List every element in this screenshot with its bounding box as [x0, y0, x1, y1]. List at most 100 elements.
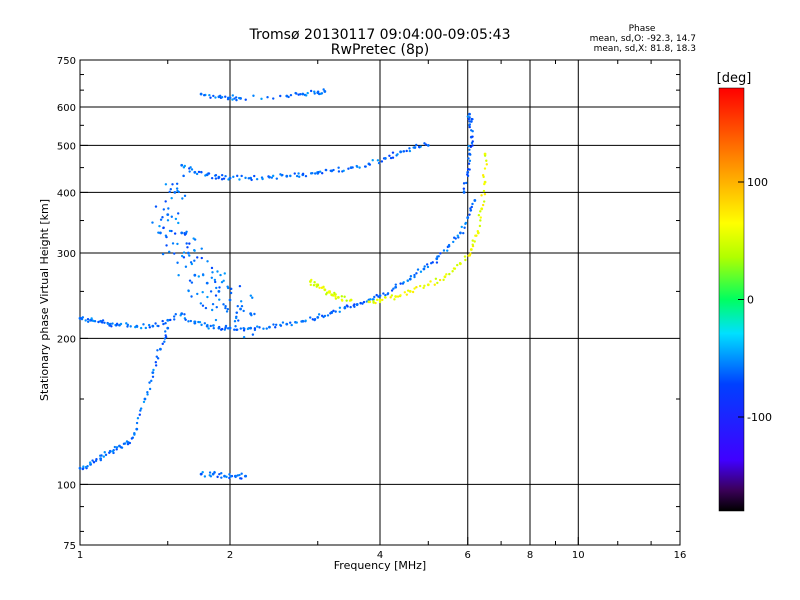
- data-point: [311, 318, 314, 321]
- data-point: [110, 325, 113, 328]
- data-point: [399, 150, 403, 154]
- data-point: [435, 261, 439, 264]
- data-point: [229, 475, 233, 478]
- data-point: [239, 97, 242, 100]
- data-point: [466, 167, 470, 171]
- data-point: [351, 166, 354, 169]
- data-point: [213, 471, 216, 474]
- data-point: [391, 156, 395, 159]
- data-point: [362, 300, 366, 304]
- data-point: [328, 291, 331, 294]
- data-point: [347, 167, 350, 170]
- data-point: [378, 298, 382, 302]
- data-point: [128, 441, 132, 445]
- data-point: [115, 322, 119, 326]
- trace: [199, 470, 248, 480]
- data-point: [310, 278, 313, 282]
- data-point: [142, 323, 145, 326]
- data-point: [210, 276, 214, 279]
- data-point: [208, 471, 212, 474]
- data-point: [469, 120, 473, 123]
- data-point: [322, 285, 325, 289]
- data-point: [436, 281, 439, 285]
- data-point: [148, 381, 151, 384]
- data-point: [182, 256, 186, 259]
- data-point: [353, 303, 356, 306]
- data-point: [139, 407, 143, 410]
- data-point: [80, 317, 84, 321]
- data-point: [201, 273, 205, 277]
- data-point: [260, 97, 263, 101]
- data-point: [334, 295, 337, 298]
- x-tick-label: 4: [377, 550, 383, 561]
- data-point: [413, 273, 416, 277]
- y-tick-label: 500: [57, 141, 76, 152]
- data-point: [251, 333, 255, 336]
- data-point: [378, 294, 382, 298]
- data-point: [164, 322, 167, 325]
- data-point: [474, 234, 477, 237]
- data-point: [177, 274, 180, 277]
- data-point: [279, 94, 282, 98]
- data-point: [394, 283, 398, 286]
- data-point: [159, 347, 162, 351]
- data-point: [88, 461, 92, 464]
- data-point: [143, 397, 147, 401]
- data-point: [422, 286, 425, 290]
- data-point: [146, 391, 149, 394]
- data-point: [301, 172, 305, 176]
- y-tick-label: 200: [57, 334, 76, 345]
- data-point: [174, 217, 178, 221]
- data-point: [466, 173, 469, 176]
- data-point: [156, 357, 160, 360]
- data-point: [159, 218, 163, 221]
- x-tick-label: 10: [572, 550, 585, 561]
- data-point: [338, 310, 341, 313]
- data-point: [231, 94, 234, 97]
- data-point: [220, 173, 224, 177]
- data-point: [214, 177, 218, 180]
- data-point: [184, 318, 187, 321]
- data-point: [93, 319, 97, 323]
- x-tick-label: 1: [77, 550, 83, 561]
- data-point: [413, 146, 417, 149]
- data-point: [200, 472, 203, 476]
- data-point: [240, 304, 244, 308]
- data-point: [195, 172, 199, 176]
- data-point: [468, 112, 471, 116]
- data-point: [374, 301, 377, 305]
- data-point: [297, 172, 300, 175]
- data-point: [122, 442, 126, 446]
- data-point: [162, 322, 165, 326]
- data-point: [386, 292, 390, 295]
- data-point: [209, 475, 213, 478]
- data-point: [249, 294, 253, 297]
- data-point: [469, 209, 472, 212]
- data-point: [401, 282, 405, 285]
- data-point: [479, 210, 482, 213]
- data-point: [154, 322, 157, 325]
- data-point: [411, 290, 415, 294]
- data-point: [468, 125, 471, 129]
- data-point: [415, 286, 418, 289]
- data-point: [213, 278, 217, 282]
- data-point: [253, 312, 256, 316]
- data-point: [220, 96, 224, 99]
- data-point: [220, 476, 223, 479]
- data-point: [242, 335, 246, 339]
- data-point: [233, 97, 236, 100]
- data-point: [216, 270, 219, 273]
- data-point: [238, 178, 241, 181]
- data-point: [438, 278, 442, 282]
- data-point: [226, 286, 230, 290]
- data-point: [373, 295, 376, 299]
- data-point: [468, 124, 471, 127]
- data-point: [318, 170, 322, 173]
- data-point: [185, 230, 188, 233]
- data-point: [462, 231, 465, 235]
- data-point: [253, 327, 257, 330]
- data-point: [204, 306, 208, 310]
- trace: [309, 278, 353, 302]
- data-point: [148, 387, 152, 391]
- data-point: [468, 152, 471, 156]
